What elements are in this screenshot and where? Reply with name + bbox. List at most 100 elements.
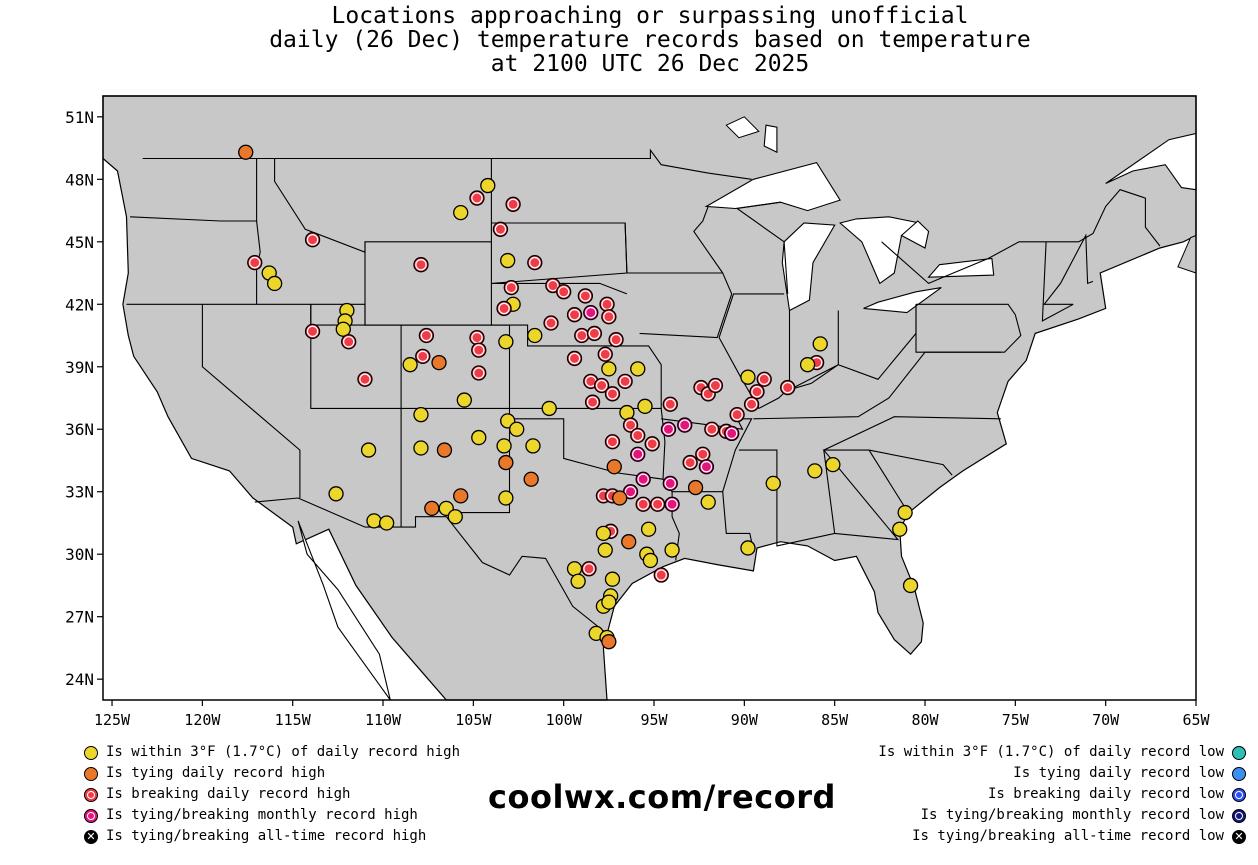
station-marker-within-high: [566, 561, 583, 577]
station-marker-within-high: [525, 438, 541, 454]
station-marker-ring: [342, 336, 355, 348]
lake-michigan: [781, 222, 836, 312]
al-ga-fl: [822, 449, 908, 541]
in-oh-mi: [789, 304, 917, 391]
legend-item-tying-high: Is tying daily record high: [84, 763, 460, 784]
station-marker-ring: [606, 388, 619, 400]
y-tick-label: 51N: [65, 108, 94, 127]
station-marker-ring: [494, 223, 507, 235]
tying-high-swatch: [84, 766, 98, 781]
legend-label: Is within 3°F (1.7°C) of daily record hi…: [106, 744, 461, 760]
monthly-low-swatch: [1232, 808, 1246, 823]
legend-label: Is tying/breaking monthly record high: [106, 807, 418, 823]
station-marker-within-high: [892, 521, 908, 537]
station-marker-ring: [666, 498, 678, 510]
station-marker-ring: [655, 569, 667, 581]
alltime-high-swatch-icon: ✕: [84, 829, 98, 844]
station-marker-within-high: [496, 438, 512, 454]
station-marker-within-high: [480, 177, 496, 194]
x-tick-label: 85W: [821, 711, 849, 729]
station-marker-tying-high: [238, 144, 254, 160]
station-marker-within-high: [447, 509, 463, 525]
legend-label: Is tying/breaking all-time record low: [912, 828, 1224, 844]
station-marker-ring: [473, 344, 485, 356]
y-tick-label: 48N: [65, 170, 94, 189]
legend-item-alltime-low: Is tying/breaking all-time record low ✕: [878, 826, 1246, 847]
station-marker-ring: [610, 333, 622, 346]
station-marker-tying-high: [687, 479, 704, 496]
station-marker-ring: [249, 256, 261, 269]
gulf-of-st-lawrence: [1105, 132, 1197, 191]
y-tick-label: 45N: [65, 233, 94, 252]
station-marker-within-high: [456, 392, 472, 408]
station-marker-ring: [745, 398, 758, 410]
mexico-border: [254, 497, 615, 641]
station-marker-ring: [664, 477, 676, 490]
station-marker-within-high: [740, 540, 756, 556]
station-marker-ring: [579, 290, 592, 302]
legend-item-tying-low: Is tying daily record low: [878, 763, 1246, 784]
lake-of-the-woods: [725, 116, 760, 139]
station-marker-ring: [417, 350, 429, 363]
station-marker-within-high: [595, 525, 612, 542]
station-marker-ring: [679, 419, 691, 431]
x-tick-label: 115W: [275, 711, 312, 729]
station-marker-within-high: [471, 429, 487, 446]
station-marker-tying-high: [612, 490, 628, 506]
within-high-swatch: [84, 745, 98, 760]
pa-ny-nj: [915, 303, 1022, 353]
station-marker-ring: [306, 234, 319, 246]
lake-erie: [863, 287, 942, 314]
map-frame: [102, 95, 1197, 701]
station-marker-within-high: [601, 361, 617, 377]
mn-ia-mo: [624, 222, 733, 339]
legend-label: Is tying daily record high: [106, 765, 326, 781]
legend-item-within-high: Is within 3°F (1.7°C) of daily record hi…: [84, 742, 460, 763]
station-marker-ring: [595, 379, 608, 392]
station-marker-ring: [306, 325, 319, 338]
y-tick-label: 24N: [65, 670, 94, 689]
station-marker-ring: [583, 563, 595, 575]
ny-vt-nh-me: [1041, 233, 1094, 322]
station-marker-ring: [415, 259, 427, 271]
station-marker-ring: [576, 329, 588, 342]
station-marker-tying-high: [436, 442, 453, 458]
legend-record-lows: Is within 3°F (1.7°C) of daily record lo…: [878, 742, 1246, 847]
legend-label: Is tying/breaking monthly record low: [920, 807, 1224, 823]
mn-wi: [693, 206, 724, 274]
station-marker-ring: [498, 302, 510, 315]
station-marker-ring: [603, 311, 615, 323]
canada-border: [142, 148, 752, 180]
station-marker-ring: [637, 473, 649, 485]
site-watermark: coolwx.com/record: [488, 778, 836, 816]
x-tick-label: 90W: [731, 711, 759, 729]
nv-ut-az: [310, 304, 402, 528]
station-marker-tying-high: [424, 500, 440, 517]
station-marker-within-high: [799, 357, 816, 373]
station-marker-tying-high: [606, 459, 622, 475]
station-marker-within-high: [637, 398, 653, 414]
station-marker-within-high: [500, 252, 516, 269]
station-marker-tying-high: [621, 534, 637, 550]
station-marker-ring: [619, 375, 631, 388]
breaking-high-swatch: [84, 787, 98, 802]
monthly-high-swatch: [84, 808, 98, 823]
y-tick-label: 30N: [65, 545, 94, 564]
y-tick-label: 27N: [65, 608, 94, 627]
nd-sd-ne: [491, 222, 628, 295]
station-marker-ring: [545, 317, 557, 329]
y-tick-label: 39N: [65, 358, 94, 377]
station-marker-within-high: [413, 440, 429, 456]
land-layer: [102, 95, 1197, 701]
wa-or: [130, 158, 258, 222]
station-marker-within-high: [453, 204, 469, 221]
x-tick-label: 95W: [640, 711, 668, 729]
station-marker-within-high: [360, 442, 377, 458]
station-marker-within-high: [402, 357, 418, 373]
station-marker-ring: [651, 498, 664, 510]
title-line-1: Locations approaching or surpassing unof…: [331, 3, 969, 29]
ca-nv: [201, 304, 301, 498]
station-marker-within-high: [601, 594, 617, 610]
station-marker-within-high: [812, 336, 828, 352]
